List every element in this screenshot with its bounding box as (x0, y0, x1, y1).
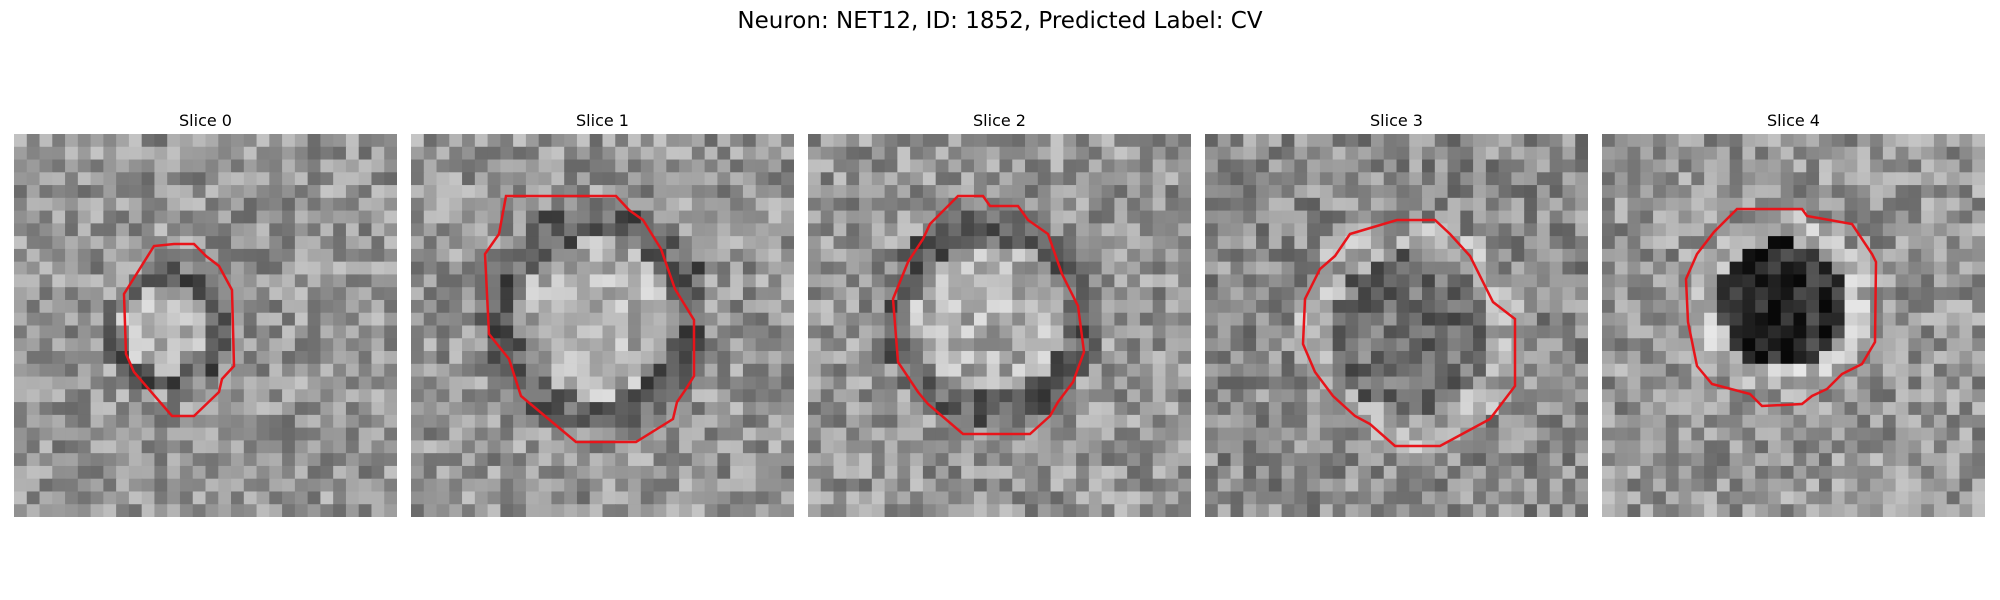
roi-contour-1 (483, 194, 696, 444)
figure-title: Neuron: NET12, ID: 1852, Predicted Label… (737, 8, 1263, 34)
slice-image-4 (1602, 134, 1985, 517)
slice-title-4: Slice 4 (1767, 111, 1820, 130)
slice-image-1 (411, 134, 794, 517)
slice-image-3 (1205, 134, 1588, 517)
slice-panel-0: Slice 0 (14, 108, 397, 517)
slice-panel-4: Slice 4 (1602, 108, 1985, 517)
slice-image-0 (14, 134, 397, 517)
roi-contour-0 (122, 242, 236, 418)
slice-image-2 (808, 134, 1191, 517)
slice-title-3: Slice 3 (1370, 111, 1423, 130)
roi-contour-2 (891, 194, 1086, 436)
slice-panel-1: Slice 1 (411, 108, 794, 517)
slice-title-0: Slice 0 (179, 111, 232, 130)
slice-title-2: Slice 2 (973, 111, 1026, 130)
roi-contour-4 (1684, 207, 1878, 408)
slice-panel-3: Slice 3 (1205, 108, 1588, 517)
roi-contour-3 (1301, 218, 1517, 448)
slice-panel-2: Slice 2 (808, 108, 1191, 517)
slice-title-1: Slice 1 (576, 111, 629, 130)
